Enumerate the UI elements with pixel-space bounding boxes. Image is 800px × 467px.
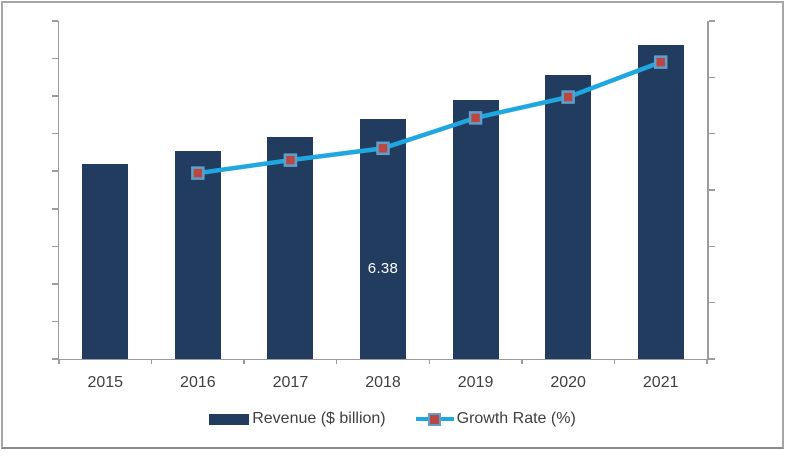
revenue-bar-2019 <box>452 99 499 359</box>
y-axis-right-tick <box>708 245 715 248</box>
y-axis-left-tick <box>51 20 58 22</box>
y-axis-left-tick <box>51 57 58 60</box>
growth-legend-label: Growth Rate (%) <box>456 410 576 427</box>
revenue-bar-2020 <box>545 75 592 359</box>
x-axis-boundary-tick <box>150 359 153 364</box>
revenue-bar-2021 <box>637 45 684 359</box>
x-axis-label-2015: 2015 <box>87 374 124 391</box>
x-axis-boundary-tick <box>706 359 708 364</box>
bar-data-label-2018: 6.38 <box>367 260 399 277</box>
growth-legend-marker-icon <box>427 412 441 426</box>
growth-rate-marker <box>653 55 668 69</box>
y-axis-right-tick <box>708 20 715 22</box>
y-axis-left-tick <box>51 170 58 172</box>
revenue-bar-2016 <box>174 150 221 359</box>
legend-item-growth: Growth Rate (%) <box>415 410 576 428</box>
x-axis-label-2019: 2019 <box>457 374 494 391</box>
x-axis-label-2018: 2018 <box>365 374 401 391</box>
y-axis-right-tick <box>708 301 715 304</box>
x-axis-label-2020: 2020 <box>550 374 586 391</box>
y-axis-left-tick <box>51 132 58 135</box>
x-axis-label-2016: 2016 <box>180 374 216 391</box>
growth-rate-line-chart <box>191 55 668 180</box>
y-axis-left-tick <box>51 283 58 285</box>
chart-frame: 2015 2016 2017 2018 2019 2020 2021 6.38 Revenue… <box>1 1 784 449</box>
x-axis-boundary-tick <box>613 359 616 364</box>
y-axis-left-tick <box>51 208 58 210</box>
growth-rate-marker <box>283 153 298 167</box>
y-axis-right-line <box>707 21 709 359</box>
plot-area: 2015 2016 2017 2018 2019 2020 2021 6.38 <box>51 20 715 391</box>
y-axis-right-tick <box>708 189 715 191</box>
growth-rate-marker <box>376 141 390 156</box>
y-axis-left-tick <box>51 95 58 97</box>
growth-legend-swatch-icon <box>415 412 454 426</box>
revenue-legend-swatch-icon <box>209 413 250 425</box>
y-axis-left-line <box>57 21 59 359</box>
x-axis-label-2017: 2017 <box>272 374 309 391</box>
growth-rate-marker <box>468 111 483 125</box>
y-axis-right-tick <box>708 76 715 79</box>
x-axis-label-2021: 2021 <box>642 374 679 391</box>
y-axis-left-tick <box>51 245 58 248</box>
y-axis-left-tick <box>51 320 58 323</box>
growth-rate-marker <box>561 90 575 104</box>
legend-item-revenue: Revenue ($ billion) <box>209 410 386 428</box>
growth-rate-line <box>197 60 662 176</box>
x-axis-boundary-tick <box>335 359 338 364</box>
x-axis-boundary-tick <box>58 359 60 364</box>
y-axis-left-tick <box>51 358 58 360</box>
revenue-bar-2017 <box>267 137 314 359</box>
y-axis-right-tick <box>708 132 715 135</box>
revenue-bar-2018 <box>360 119 406 359</box>
revenue-bar-2015 <box>82 163 129 359</box>
x-axis-boundary-tick <box>243 359 245 364</box>
y-axis-right-tick <box>708 358 715 360</box>
growth-rate-marker <box>191 166 205 180</box>
x-axis-boundary-tick <box>428 359 431 364</box>
chart-legend: Revenue ($ billion) Growth Rate (%) <box>3 410 782 428</box>
x-axis-boundary-tick <box>521 359 523 364</box>
x-axis-line <box>57 358 715 360</box>
revenue-legend-label: Revenue ($ billion) <box>252 410 386 427</box>
